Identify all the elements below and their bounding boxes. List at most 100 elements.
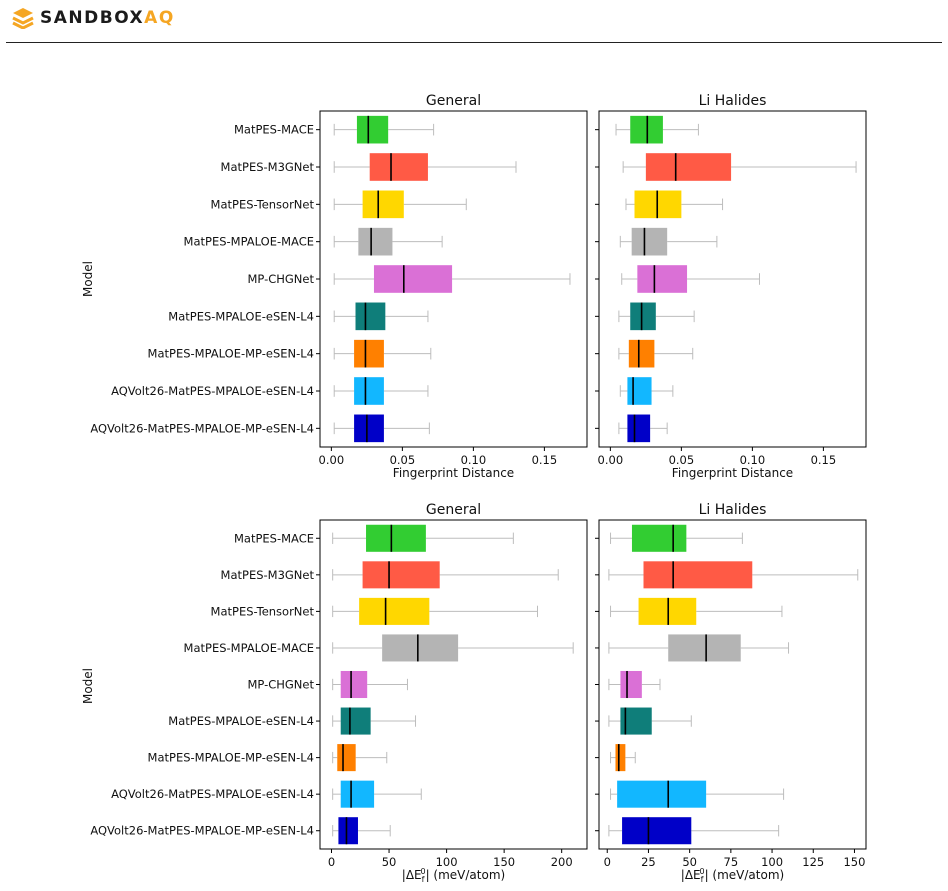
axes-frame [319, 519, 588, 850]
box-iqr [628, 339, 655, 368]
logo-text-suffix: AQ [144, 8, 175, 28]
y-tick-label: MatPES-MPALOE-eSEN-L4 [168, 714, 314, 728]
box-1 [615, 115, 699, 144]
box-2 [608, 561, 859, 589]
box-5 [608, 670, 661, 699]
subplot-title: General [426, 93, 481, 109]
x-tick-label: 150 [493, 855, 515, 869]
box-7 [610, 744, 636, 772]
box-8 [610, 780, 785, 808]
x-tick-label: 0 [604, 855, 611, 869]
logo-text: SANDBOXAQ [40, 8, 175, 28]
x-axis-label-part: f [422, 875, 425, 884]
x-axis-label-part: | (meV/atom) [705, 868, 785, 882]
box-iqr [338, 817, 358, 845]
box-iqr [358, 227, 393, 256]
x-tick-label: 50 [682, 855, 697, 869]
box-iqr [620, 670, 642, 699]
y-tick-label: MatPES-TensorNet [211, 197, 315, 211]
y-tick-label: AQVolt26-MatPES-MPALOE-MP-eSEN-L4 [90, 824, 314, 838]
box-5 [332, 670, 408, 699]
box-6 [333, 302, 429, 331]
x-axis-label: |ΔEf0| (meV/atom) [681, 867, 784, 884]
x-axis-label: Fingerprint Distance [393, 466, 514, 480]
page-header: SANDBOXAQ [0, 0, 948, 44]
y-tick-label: AQVolt26-MatPES-MPALOE-MP-eSEN-L4 [90, 421, 314, 435]
box-6 [608, 707, 692, 735]
box-3 [333, 190, 467, 219]
box-iqr [340, 670, 368, 699]
x-tick-label: 0.10 [461, 453, 487, 467]
x-tick-label: 0 [328, 855, 335, 869]
axes-frame [598, 110, 867, 448]
y-tick-label: MatPES-MACE [234, 123, 314, 137]
y-axis-label-1: Model [81, 261, 95, 297]
box-iqr [631, 227, 668, 256]
box-iqr [366, 524, 426, 552]
box-8 [332, 780, 422, 808]
box-9 [332, 817, 391, 845]
sandboxaq-logo: SANDBOXAQ [12, 6, 175, 30]
box-1 [610, 524, 743, 552]
box-iqr [645, 153, 732, 181]
box-9 [608, 817, 780, 845]
x-tick-label: 50 [382, 855, 397, 869]
box-4 [333, 227, 443, 256]
y-tick-label: MatPES-MPALOE-MACE [184, 641, 314, 655]
box-7 [332, 744, 388, 772]
x-axis-label-part: 0 [699, 867, 704, 876]
axes-frame [598, 519, 867, 850]
x-axis-label-part: |ΔE [681, 868, 701, 882]
y-tick-label: MP-CHGNet [247, 678, 314, 692]
y-tick-label: MatPES-MPALOE-eSEN-L4 [168, 309, 314, 323]
subplot-title: General [426, 502, 481, 518]
x-axis-label: Fingerprint Distance [672, 466, 793, 480]
box-7 [618, 339, 694, 368]
box-iqr [615, 744, 626, 772]
box-4 [619, 227, 718, 256]
x-tick-label: 150 [843, 855, 865, 869]
box-iqr [359, 597, 430, 625]
y-axis-label-2: Model [81, 668, 95, 704]
box-iqr [354, 414, 384, 443]
box-3 [625, 190, 724, 219]
box-4 [608, 634, 790, 662]
x-tick-label: 75 [724, 855, 739, 869]
x-tick-label: 125 [802, 855, 824, 869]
header-rule [6, 42, 942, 43]
box-iqr [622, 817, 692, 845]
y-tick-label: MatPES-TensorNet [211, 604, 315, 618]
box-iqr [631, 524, 687, 552]
box-iqr [355, 302, 386, 331]
box-iqr [340, 780, 375, 808]
box-iqr [354, 339, 384, 368]
box-iqr [617, 780, 707, 808]
y-tick-label: MatPES-MACE [234, 531, 314, 545]
box-iqr [362, 190, 404, 219]
box-7 [333, 339, 432, 368]
x-tick-label: 0.00 [319, 453, 345, 467]
x-tick-label: 100 [436, 855, 458, 869]
y-tick-label: MatPES-MPALOE-MACE [184, 235, 314, 249]
x-tick-label: 0.15 [532, 453, 558, 467]
y-tick-label: MP-CHGNet [247, 272, 314, 286]
box-iqr [337, 744, 356, 772]
box-8 [333, 377, 429, 405]
x-axis-label-part: | (meV/atom) [426, 868, 506, 882]
box-iqr [630, 302, 656, 331]
x-tick-label: 0.00 [598, 453, 624, 467]
box-3 [332, 597, 539, 625]
box-1 [333, 115, 435, 144]
x-tick-label: 200 [551, 855, 573, 869]
subplot-title: Li Halides [699, 502, 767, 518]
box-iqr [354, 377, 384, 405]
x-tick-label: 0.15 [811, 453, 837, 467]
box-6 [618, 302, 695, 331]
y-tick-label: MatPES-M3GNet [221, 160, 315, 174]
box-6 [332, 707, 417, 735]
box-iqr [627, 414, 651, 443]
box-9 [333, 414, 430, 443]
box-iqr [356, 115, 389, 144]
y-tick-label: AQVolt26-MatPES-MPALOE-eSEN-L4 [111, 384, 314, 398]
